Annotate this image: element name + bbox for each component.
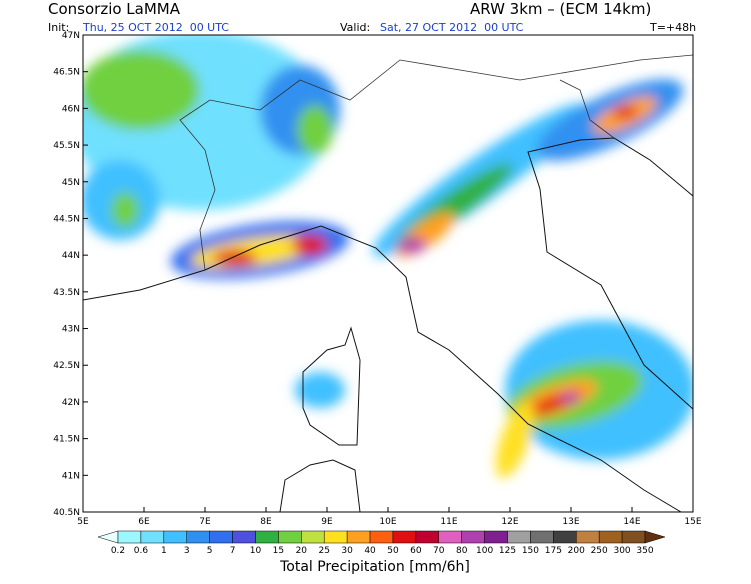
lon-label: 15E (684, 517, 701, 527)
lat-label: 44N (62, 251, 80, 261)
colorbar-label: 50 (387, 546, 399, 556)
colorbar-box (438, 530, 462, 544)
colorbar-label: 30 (341, 546, 353, 556)
colorbar-arrow (644, 530, 666, 544)
colorbar: 0.2 0.6 1 3 5 7 10 15 20 25 30 40 50 60 70 80 100 125 150 1… (97, 530, 666, 556)
colorbar-box (117, 530, 142, 544)
colorbar-label: 300 (613, 546, 630, 556)
precip-field (83, 35, 693, 512)
init-date: Thu, 25 OCT 2012 00 UTC (82, 21, 229, 34)
init-label: Init: (48, 21, 69, 34)
lon-label: 11E (440, 517, 457, 527)
colorbar-label: 5 (207, 546, 213, 556)
lat-label: 42.5N (53, 361, 80, 371)
lon-label: 6E (138, 517, 150, 527)
lat-label: 41N (62, 471, 80, 481)
model: ARW 3km – (ECM 14km) (470, 0, 651, 18)
lon-label: 9E (321, 517, 333, 527)
lat-label: 42N (62, 398, 80, 408)
colorbar-label: 25 (318, 546, 329, 556)
colorbar-box (255, 530, 279, 544)
lat-label: 45.5N (53, 141, 80, 151)
colorbar-label: 40 (364, 546, 376, 556)
colorbar-label: 80 (456, 546, 468, 556)
colorbar-label: 350 (636, 546, 653, 556)
lat-label: 44.5N (53, 214, 80, 224)
colorbar-label: 250 (591, 546, 608, 556)
colorbar-label: 20 (296, 546, 308, 556)
colorbar-box (415, 530, 440, 544)
colorbar-box (598, 530, 623, 544)
lon-label: 7E (199, 517, 211, 527)
colorbar-label: 175 (545, 546, 562, 556)
colorbar-box (163, 530, 187, 544)
border (179, 54, 693, 271)
colorbar-label: 1 (161, 546, 167, 556)
lon-label: 13E (562, 517, 579, 527)
lat-label: 43.5N (53, 288, 80, 298)
sardinia (279, 459, 361, 512)
colorbar-box (186, 530, 210, 544)
colorbar-box (301, 530, 325, 544)
colorbar-label: 7 (230, 546, 236, 556)
coastline (527, 137, 693, 410)
axis-ticks: 47N 46.5N 46N 45.5N 45N 44.5N 44N 43.5N 43N 42.5N… (53, 31, 702, 527)
colorbar-box (576, 530, 600, 544)
colorbar-label: 0.6 (134, 546, 149, 556)
lon-label: 12E (501, 517, 518, 527)
colorbar-label: 150 (522, 546, 539, 556)
colorbar-box (392, 530, 417, 544)
colorbar-label: 0.2 (111, 546, 125, 556)
valid-label: Valid: (340, 21, 370, 34)
colorbar-box (323, 530, 348, 544)
colorbar-box (232, 530, 256, 544)
colorbar-box (461, 530, 485, 544)
colorbar-box (278, 530, 302, 544)
colorbar-label: 10 (250, 546, 262, 556)
border (559, 79, 615, 139)
colorbar-label: 15 (273, 546, 284, 556)
colorbar-label: 60 (410, 546, 422, 556)
lat-label: 43N (62, 325, 80, 335)
lat-label: 41.5N (53, 435, 80, 445)
colorbar-label: 100 (476, 546, 493, 556)
lat-label: 45N (62, 178, 80, 188)
colorbar-label: 200 (568, 546, 585, 556)
title: Consorzio LaMMA (48, 0, 181, 18)
corsica (302, 326, 361, 446)
colorbar-label: 125 (499, 546, 516, 556)
colorbar-box (209, 530, 233, 544)
lat-label: 40.5N (53, 508, 80, 518)
lon-label: 14E (623, 517, 640, 527)
lead-time: T=+48h (649, 21, 696, 34)
colorbar-label: 70 (433, 546, 445, 556)
lat-label: 46.5N (53, 68, 80, 78)
coastline (83, 225, 682, 512)
colorbar-box (346, 530, 371, 544)
lon-label: 10E (379, 517, 396, 527)
colorbar-box (140, 530, 165, 544)
lon-label: 8E (260, 517, 272, 527)
colorbar-box (507, 530, 531, 544)
colorbar-box (369, 530, 394, 544)
colorbar-box (530, 530, 554, 544)
colorbar-box (484, 530, 508, 544)
colorbar-title: Total Precipitation [mm/6h] (279, 559, 470, 575)
colorbar-label: 3 (184, 546, 190, 556)
lon-label: 5E (77, 517, 89, 527)
lat-label: 47N (62, 31, 80, 41)
lat-label: 46N (62, 104, 80, 114)
colorbar-arrow (97, 530, 119, 544)
colorbar-box (553, 530, 577, 544)
valid-date: Sat, 27 OCT 2012 00 UTC (380, 21, 524, 34)
colorbar-box (621, 530, 646, 544)
